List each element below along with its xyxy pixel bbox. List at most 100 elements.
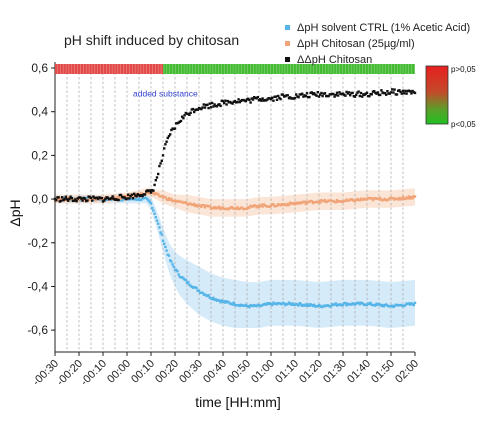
- point-series-2: [236, 101, 239, 104]
- point-series-0: [146, 198, 149, 201]
- point-series-2: [171, 127, 174, 130]
- point-series-1: [254, 204, 257, 207]
- point-series-2: [248, 98, 251, 102]
- point-series-2: [196, 108, 199, 111]
- point-series-2: [213, 103, 216, 106]
- point-series-0: [136, 198, 139, 201]
- point-series-0: [224, 301, 227, 304]
- point-series-2: [319, 93, 322, 96]
- point-series-0: [147, 199, 150, 202]
- point-series-2: [315, 94, 318, 97]
- point-series-0: [164, 245, 167, 249]
- point-series-0: [381, 303, 384, 307]
- point-series-1: [167, 197, 171, 200]
- point-series-1: [157, 193, 160, 196]
- point-series-2: [353, 95, 357, 98]
- point-series-2: [389, 91, 393, 94]
- point-series-2: [385, 93, 388, 96]
- point-series-1: [381, 199, 384, 202]
- point-series-1: [287, 203, 291, 207]
- point-series-0: [358, 303, 361, 306]
- point-series-2: [411, 89, 414, 93]
- x-axis-ticks: -00:30-00:20-00:1000:0000:1000:2000:3000…: [31, 352, 421, 389]
- point-series-2: [103, 199, 106, 202]
- point-series-1: [383, 197, 387, 201]
- y-tick-label: 0,6: [31, 61, 48, 75]
- point-series-2: [202, 103, 205, 106]
- point-series-2: [67, 199, 70, 202]
- point-series-2: [127, 193, 130, 196]
- point-series-0: [279, 302, 282, 306]
- point-series-0: [299, 303, 303, 306]
- point-series-2: [259, 98, 262, 101]
- point-series-1: [159, 195, 162, 198]
- point-series-2: [281, 93, 285, 96]
- legend: ΔpH solvent CTRL (1% Acetic Acid) ΔpH Ch…: [285, 22, 470, 66]
- point-series-0: [308, 304, 311, 307]
- point-series-0: [345, 304, 348, 307]
- legend-marker-delta-delta: [285, 57, 290, 62]
- point-series-2: [133, 192, 136, 195]
- point-series-0: [344, 301, 347, 305]
- point-series-2: [152, 189, 155, 192]
- point-series-1: [291, 202, 294, 206]
- point-series-2: [358, 94, 361, 98]
- x-tick-label: -00:30: [31, 358, 62, 389]
- point-series-2: [147, 189, 150, 193]
- point-series-0: [289, 302, 292, 305]
- point-series-1: [375, 197, 378, 200]
- point-series-2: [370, 93, 373, 96]
- point-series-1: [399, 198, 402, 201]
- point-series-2: [141, 194, 144, 198]
- point-series-2: [349, 94, 352, 97]
- point-series-1: [285, 204, 288, 207]
- point-series-0: [399, 303, 402, 307]
- point-series-2: [63, 198, 66, 201]
- point-series-2: [200, 107, 203, 111]
- point-series-2: [211, 101, 214, 105]
- legend-label-delta-delta: ΔΔpH Chitosan: [297, 54, 372, 66]
- point-series-0: [122, 198, 125, 201]
- x-tick-label: 01:30: [321, 358, 349, 386]
- point-series-0: [413, 301, 417, 305]
- point-series-0: [333, 303, 336, 306]
- point-series-1: [410, 195, 413, 199]
- point-series-0: [369, 301, 372, 305]
- point-series-0: [307, 303, 310, 306]
- point-series-2: [320, 91, 323, 95]
- point-series-1: [248, 206, 251, 209]
- x-tick-label: 00:50: [225, 358, 253, 386]
- point-series-2: [355, 93, 358, 96]
- point-series-2: [285, 94, 288, 97]
- point-series-1: [255, 206, 258, 209]
- point-series-1: [160, 195, 163, 198]
- point-series-1: [202, 204, 205, 207]
- point-series-0: [213, 298, 216, 301]
- point-series-1: [358, 199, 361, 202]
- point-series-1: [317, 200, 321, 203]
- point-series-0: [283, 302, 286, 305]
- point-series-1: [164, 195, 167, 199]
- y-tick-label: -0,6: [27, 323, 48, 337]
- point-series-2: [261, 97, 264, 100]
- point-series-1: [269, 204, 273, 208]
- point-series-2: [131, 197, 135, 200]
- point-series-2: [231, 102, 234, 105]
- point-series-1: [345, 198, 348, 201]
- point-series-2: [122, 196, 125, 199]
- point-series-2: [159, 162, 162, 165]
- point-series-1: [297, 201, 300, 204]
- x-tick-label: 01:00: [249, 358, 277, 386]
- point-series-2: [410, 92, 413, 95]
- point-series-2: [373, 90, 376, 93]
- point-series-0: [248, 305, 251, 309]
- point-series-2: [365, 91, 369, 94]
- point-series-0: [309, 303, 312, 306]
- point-series-0: [148, 200, 151, 204]
- point-series-2: [308, 95, 311, 99]
- point-series-2: [86, 199, 89, 202]
- point-series-2: [218, 103, 221, 106]
- point-series-0: [365, 303, 369, 307]
- point-series-0: [223, 300, 226, 303]
- point-series-1: [357, 198, 360, 202]
